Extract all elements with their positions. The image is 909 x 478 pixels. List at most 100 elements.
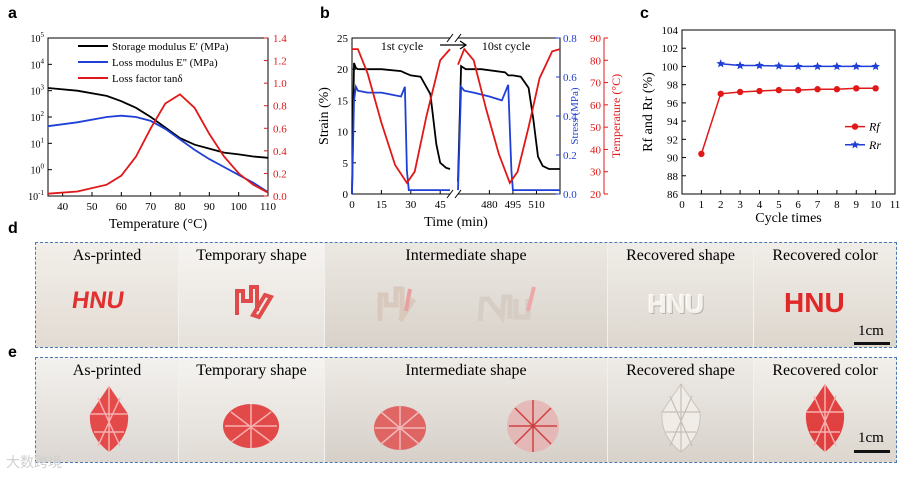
caption-e-intermediate-shape: Intermediate shape: [405, 362, 527, 379]
chart-c-series-line: [700, 87, 876, 155]
chart-a-y-tick-label-right: 1.2: [273, 56, 287, 68]
chart-a-legend-label: Storage modulus E' (MPa): [112, 41, 229, 53]
chart-a-y-tick-label-right: 0.2: [273, 168, 287, 180]
chart-c-y-tick-label: 96: [667, 98, 679, 110]
chart-c-legend-label: Rr: [868, 138, 881, 152]
caption-e-recovered-color: Recovered color: [772, 362, 878, 379]
chart-a-x-tick-label: 110: [260, 201, 277, 213]
scale-label-d: 1cm: [858, 323, 884, 339]
chart-c-y-tick-label: 102: [662, 43, 679, 55]
chart-c-y-tick-label: 104: [662, 25, 679, 37]
chart-a-legend-label: Loss factor tanδ: [112, 73, 183, 85]
chart-a-y-tick-label-right: 0.0: [273, 191, 287, 203]
chart-b-annotation: 10st cycle: [482, 39, 530, 53]
chart-c-x-tick-label: 0: [679, 199, 685, 211]
chart-a-legend-label: Loss modulus E'' (MPa): [112, 57, 218, 69]
photo-d-intermediate-shape: Intermediate shape: [325, 243, 607, 347]
chart-c-x-tick-label: 1: [699, 199, 705, 211]
chart-a-y-tick-label-left: 104: [31, 57, 45, 71]
chart-b-x-tick-label: 30: [405, 199, 417, 211]
chart-b-y-tick-label-strain: 0: [343, 189, 349, 201]
chart-b-y-tick-label-temp: 60: [590, 100, 602, 112]
chart-c-marker-rf: [853, 85, 860, 92]
watermark: 大数跨境: [6, 455, 62, 471]
chart-b-cycle-arrow: [440, 40, 468, 50]
lattice-white-object: [661, 383, 701, 453]
chart-b-axis-break: [450, 36, 458, 196]
chart-a-series-line: [47, 114, 269, 193]
chart-c-marker-rf: [698, 150, 705, 158]
chart-a-x-axis-label: Temperature (°C): [109, 217, 208, 232]
scale-bar-e: [854, 450, 890, 453]
chart-c-marker-rf: [775, 86, 783, 94]
chart-b-y-tick-label-stress: 0.0: [563, 189, 577, 201]
chart-b-y-tick-label-strain: 20: [337, 64, 349, 76]
chart-b-series-line: [457, 84, 560, 191]
chart-a-series-line: [47, 93, 269, 195]
chart-c-y-tick-label: 94: [667, 116, 679, 128]
chart-c-recovery-ratio: 0 1 2 3 4 5 6 7 8 9 10 11 86 88 90 92 94 96 98 100 102 104 Cyc…: [641, 25, 900, 226]
chart-c-x-tick-label: 9: [854, 199, 860, 211]
chart-c-marker-rr: [716, 59, 725, 68]
chart-c-x-tick-label: 7: [815, 199, 821, 211]
chart-b-x-tick-label: 495: [505, 199, 522, 211]
chart-b-y-tick-label-strain: 10: [337, 127, 349, 139]
chart-c-x-tick-label: 10: [870, 199, 882, 211]
chart-c-x-tick-label: 4: [757, 199, 763, 211]
photo-strip-e: As-printed Temporary shape Intermediate …: [35, 357, 897, 463]
chart-c-y-tick-label: 100: [662, 61, 679, 73]
caption-d-intermediate-shape: Intermediate shape: [405, 247, 527, 264]
lattice-intermediate-objects: [374, 400, 559, 452]
panel-label-e: e: [8, 344, 17, 361]
chart-c-x-tick-label: 3: [737, 199, 743, 211]
caption-d-recovered-color: Recovered color: [772, 247, 878, 264]
caption-d-recovered-shape: Recovered shape: [626, 247, 735, 264]
chart-b-series-line: [457, 64, 560, 182]
chart-c-marker-rf: [717, 90, 724, 97]
chart-c-legend-label: Rf: [868, 120, 881, 134]
hnu-red-object: HNU: [70, 287, 126, 314]
chart-a-x-tick-label: 50: [87, 201, 99, 213]
chart-a-y-tick-label-left: 103: [31, 84, 45, 98]
chart-b-y-tick-label-temp: 90: [590, 33, 602, 45]
chart-b-y-axis-label-temp: Temperature (°C): [609, 74, 623, 158]
chart-c-x-axis-label: Cycle times: [755, 211, 822, 226]
chart-a-y-tick-label-left: 100: [31, 163, 45, 177]
panel-label-b: b: [320, 5, 330, 22]
chart-a-y-tick-label-left: 102: [31, 110, 45, 124]
chart-b-y-tick-label-temp: 70: [590, 78, 602, 90]
chart-b-y-tick-label-stress: 0.2: [563, 150, 577, 162]
chart-a-x-tick-label: 70: [145, 201, 157, 213]
chart-a-x-tick-label: 90: [204, 201, 216, 213]
chart-a-y-tick-label-right: 0.8: [273, 101, 287, 113]
chart-b-break-mark: [454, 189, 462, 199]
photo-d-as-printed: As-printed HNU: [36, 243, 178, 347]
chart-c-y-tick-label: 86: [667, 189, 679, 201]
chart-b-break-mark: [454, 33, 462, 43]
scale-label-e: 1cm: [858, 430, 884, 446]
caption-e-recovered-shape: Recovered shape: [626, 362, 735, 379]
chart-a-x-tick-label: 80: [175, 201, 187, 213]
chart-c-x-tick-label: 5: [776, 199, 782, 211]
chart-b-series-line: [457, 47, 561, 185]
lattice-red-object: [89, 386, 129, 452]
chart-c-marker-rr: [735, 61, 745, 70]
hnu-white-object: HNU: [648, 289, 705, 319]
chart-a-dma: 40 50 60 70 80 90 100 110 10-1 100 101 102 103 104 105…: [28, 31, 287, 232]
chart-c-x-tick-label: 2: [718, 199, 724, 211]
chart-a-y-tick-label-left: 10-1: [28, 189, 44, 203]
photo-e-recovered-color: Recovered color 1cm: [754, 358, 896, 462]
chart-b-y-tick-label-stress: 0.6: [563, 72, 577, 84]
chart-b-break-mark: [446, 33, 454, 43]
lattice-red-recovered-object: [805, 384, 845, 452]
lattice-compressed-object: [223, 404, 279, 448]
caption-d-temporary-shape: Temporary shape: [196, 247, 307, 264]
chart-b-y-tick-label-stress: 0.4: [563, 111, 577, 123]
chart-b-x-tick-label: 0: [349, 199, 355, 211]
chart-b-y-tick-label-stress: 0.8: [563, 33, 577, 45]
chart-b-x-tick-label: 480: [481, 199, 498, 211]
chart-b-annotation: 1st cycle: [381, 39, 423, 53]
chart-b-y-tick-label-strain: 5: [343, 158, 349, 170]
photo-strip-d: As-printed HNU Temporary shape Intermedi…: [35, 242, 897, 348]
chart-c-marker-rr: [774, 61, 784, 70]
